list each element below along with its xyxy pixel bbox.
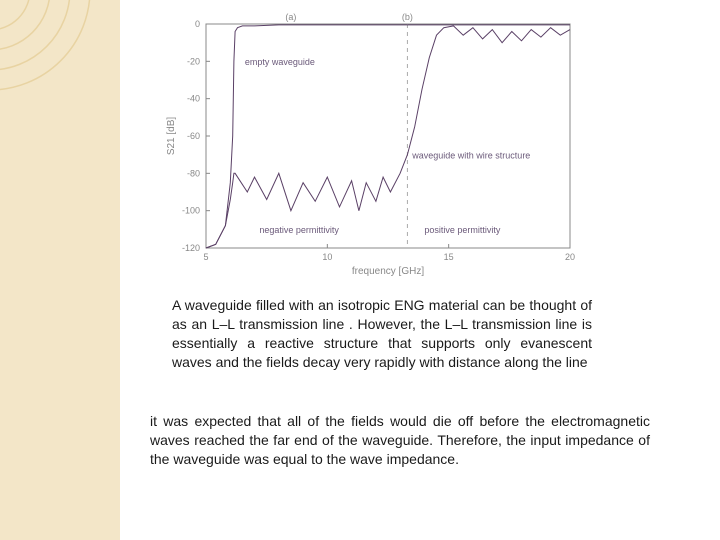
svg-text:-100: -100 xyxy=(182,206,200,216)
svg-text:negative permittivity: negative permittivity xyxy=(259,225,339,235)
svg-text:0: 0 xyxy=(195,19,200,29)
s21-frequency-chart: -120 -100 -80 -60 -40 -20 0 5 10 15 20 frequency [G… xyxy=(160,6,580,278)
paragraph-1: A waveguide filled with an isotropic ENG… xyxy=(172,296,592,372)
svg-text:15: 15 xyxy=(444,252,454,262)
slide: -120 -100 -80 -60 -40 -20 0 5 10 15 20 frequency [G… xyxy=(0,0,720,540)
svg-text:-80: -80 xyxy=(187,168,200,178)
corner-circles-decor xyxy=(0,0,160,160)
svg-text:-60: -60 xyxy=(187,131,200,141)
svg-text:S21 [dB]: S21 [dB] xyxy=(166,117,177,156)
svg-text:5: 5 xyxy=(203,252,208,262)
svg-text:(b): (b) xyxy=(402,12,413,22)
svg-text:10: 10 xyxy=(322,252,332,262)
svg-text:waveguide with wire structure: waveguide with wire structure xyxy=(411,150,530,160)
svg-text:positive permittivity: positive permittivity xyxy=(424,225,501,235)
svg-text:20: 20 xyxy=(565,252,575,262)
svg-text:frequency [GHz]: frequency [GHz] xyxy=(352,266,424,277)
paragraph-2: it was expected that all of the fields w… xyxy=(150,412,650,469)
svg-text:-120: -120 xyxy=(182,243,200,253)
svg-text:(a): (a) xyxy=(285,12,296,22)
svg-text:empty waveguide: empty waveguide xyxy=(245,57,315,67)
chart-svg: -120 -100 -80 -60 -40 -20 0 5 10 15 20 frequency [G… xyxy=(160,6,580,278)
svg-text:-40: -40 xyxy=(187,94,200,104)
svg-text:-20: -20 xyxy=(187,56,200,66)
